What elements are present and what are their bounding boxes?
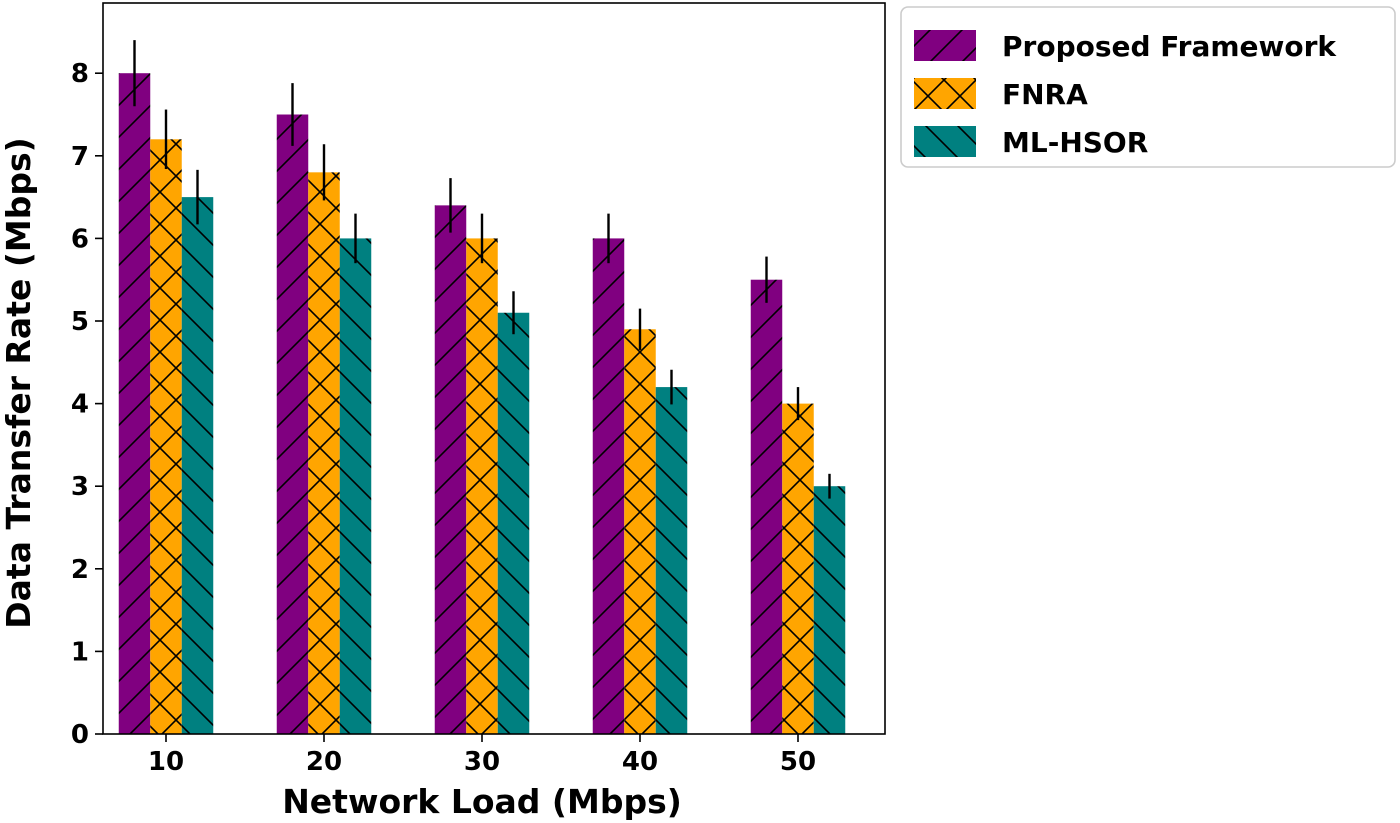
bar-fnra-50 (782, 403, 814, 734)
bar-ml-hsor-20 (339, 238, 372, 734)
legend: Proposed Framework FNRA ML-HSOR (900, 6, 1396, 168)
bar-ml-hsor-50 (813, 486, 846, 734)
x-tick-label: 10 (148, 747, 184, 777)
bar-fnra-40 (624, 329, 656, 734)
x-tick-label: 50 (780, 747, 816, 777)
bar-ml-hsor-10 (181, 197, 214, 734)
y-tick-label: 8 (71, 59, 89, 89)
plot-frame (102, 2, 886, 735)
bar-ml-hsor-30 (497, 312, 530, 734)
bar-proposed-framework-40 (592, 238, 625, 734)
legend-frame (900, 6, 1396, 168)
y-tick-label: 3 (71, 472, 89, 502)
error-bars-layer (133, 40, 831, 499)
x-axis: 10 20 30 40 50 (148, 734, 816, 777)
y-tick-label: 7 (71, 142, 89, 172)
bar-proposed-framework-10 (118, 73, 151, 734)
legend-swatch-ml-hsor (914, 126, 976, 157)
bar-proposed-framework-20 (276, 114, 309, 734)
x-tick-label: 40 (622, 747, 658, 777)
bar-ml-hsor-40 (655, 387, 688, 734)
x-tick-label: 20 (306, 747, 342, 777)
legend-label-fnra: FNRA (1002, 78, 1088, 111)
y-axis: 0 1 2 3 4 5 6 7 8 (71, 59, 103, 750)
legend-swatch-fnra (914, 78, 976, 109)
x-axis-title: Network Load (Mbps) (282, 782, 682, 821)
x-tick-label: 30 (464, 747, 500, 777)
legend-swatch-proposed-framework (914, 30, 976, 61)
bar-proposed-framework-30 (434, 205, 467, 734)
y-tick-label: 4 (71, 390, 89, 420)
bar-fnra-20 (308, 172, 340, 734)
bar-fnra-30 (466, 238, 498, 734)
bar-proposed-framework-50 (750, 279, 783, 734)
y-tick-label: 6 (71, 224, 89, 254)
y-tick-label: 1 (71, 637, 89, 667)
bar-fnra-10 (150, 139, 182, 734)
y-axis-title: Data Transfer Rate (Mbps) (0, 137, 38, 628)
bars-layer (118, 73, 846, 734)
y-tick-label: 0 (71, 720, 89, 750)
legend-label-ml-hsor: ML-HSOR (1002, 126, 1148, 159)
y-tick-label: 2 (71, 555, 89, 585)
legend-entries: Proposed Framework FNRA ML-HSOR (914, 30, 1337, 159)
legend-label-proposed-framework: Proposed Framework (1002, 30, 1337, 63)
y-tick-label: 5 (71, 307, 89, 337)
